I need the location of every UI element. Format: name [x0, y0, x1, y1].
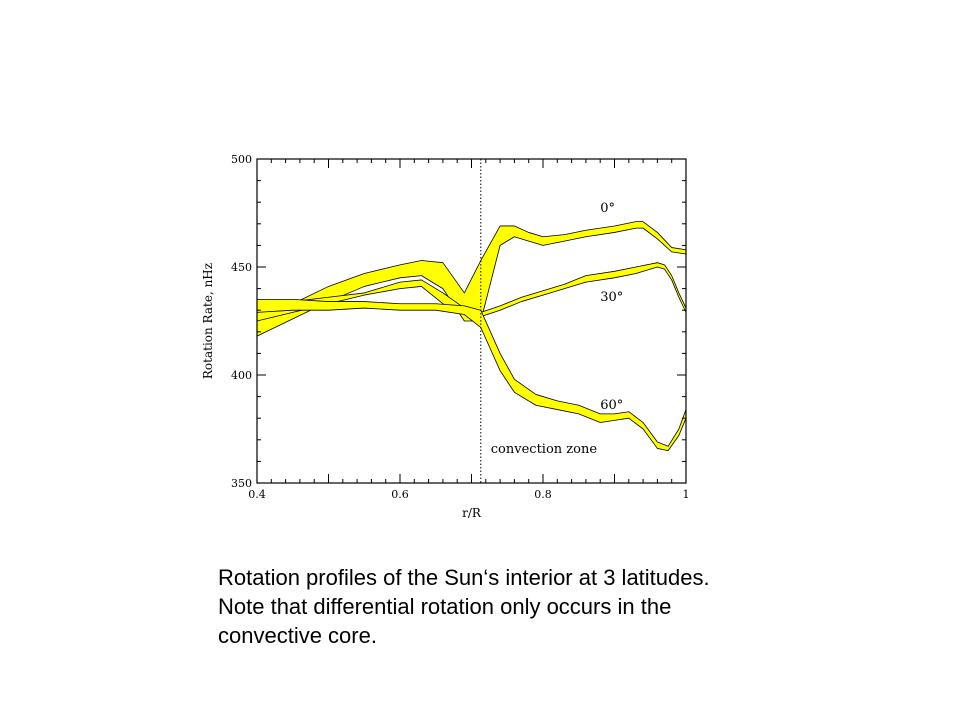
x-tick-labels: 0.4 0.6 0.8 1 — [248, 488, 689, 501]
x-tick-label: 0.4 — [248, 488, 266, 501]
caption-line-2: Note that differential rotation only occ… — [218, 594, 672, 619]
convection-zone-label: convection zone — [491, 442, 598, 457]
series-bands — [256, 221, 687, 451]
axis-ticks — [256, 158, 687, 484]
caption-line-3: convective core. — [218, 623, 377, 648]
y-axis-label: Rotation Rate, nHz — [201, 263, 215, 379]
series-label-0-deg: 0° — [600, 201, 615, 216]
y-tick-label: 450 — [231, 261, 252, 274]
series-labels: 0° 30° 60° — [600, 201, 623, 413]
caption-line-1: Rotation profiles of the Sun‘s interior … — [218, 565, 710, 590]
band-60-deg — [256, 299, 687, 451]
y-tick-label: 350 — [231, 477, 252, 490]
series-label-60-deg: 60° — [600, 398, 623, 413]
rotation-rate-chart: 0.4 0.6 0.8 1 350 400 450 500 r/R Rotation Rat… — [201, 153, 690, 520]
x-tick-label: 0.8 — [534, 488, 552, 501]
series-label-30-deg: 30° — [600, 290, 623, 305]
caption: Rotation profiles of the Sun‘s interior … — [218, 563, 918, 650]
y-tick-label: 500 — [231, 153, 252, 166]
y-tick-label: 400 — [231, 369, 252, 382]
x-tick-label: 1 — [683, 488, 690, 501]
x-tick-label: 0.6 — [391, 488, 409, 501]
x-axis-label: r/R — [462, 506, 482, 520]
y-tick-labels: 350 400 450 500 — [231, 153, 252, 490]
